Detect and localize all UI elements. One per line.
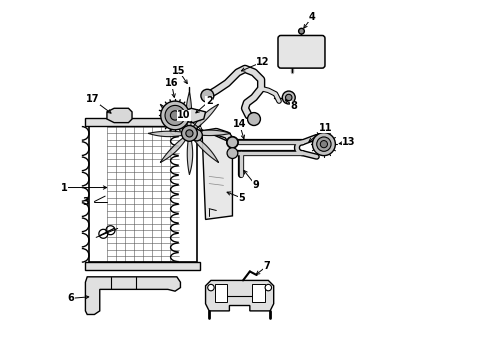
Polygon shape — [160, 138, 186, 163]
Circle shape — [161, 101, 190, 130]
Circle shape — [171, 111, 180, 120]
Polygon shape — [186, 92, 192, 126]
Circle shape — [227, 137, 238, 148]
Text: 8: 8 — [291, 102, 297, 112]
Text: 5: 5 — [238, 193, 245, 203]
Circle shape — [247, 113, 260, 126]
Circle shape — [227, 148, 238, 158]
FancyBboxPatch shape — [85, 262, 200, 270]
Text: 3: 3 — [82, 197, 89, 207]
Polygon shape — [187, 140, 193, 175]
Text: 13: 13 — [342, 138, 356, 147]
Text: 16: 16 — [165, 78, 178, 88]
Text: 10: 10 — [177, 111, 191, 121]
Circle shape — [181, 126, 197, 141]
Polygon shape — [252, 284, 265, 302]
Text: 6: 6 — [68, 293, 74, 303]
Polygon shape — [215, 284, 227, 302]
Polygon shape — [148, 131, 182, 137]
Text: 1: 1 — [61, 183, 67, 193]
Polygon shape — [85, 277, 180, 315]
Circle shape — [286, 94, 292, 101]
Bar — [89, 126, 196, 262]
Text: 17: 17 — [86, 94, 99, 104]
Circle shape — [265, 284, 271, 291]
Circle shape — [165, 105, 185, 126]
Text: 2: 2 — [206, 96, 213, 106]
Circle shape — [208, 284, 214, 291]
Circle shape — [186, 130, 193, 137]
Text: 12: 12 — [256, 57, 270, 67]
Polygon shape — [202, 130, 232, 220]
Circle shape — [227, 136, 238, 148]
Polygon shape — [196, 130, 231, 136]
Circle shape — [201, 89, 214, 102]
FancyBboxPatch shape — [85, 118, 200, 126]
Circle shape — [320, 140, 327, 148]
Polygon shape — [107, 108, 132, 123]
Polygon shape — [194, 137, 219, 163]
Circle shape — [317, 137, 331, 151]
Circle shape — [313, 133, 335, 156]
Text: 14: 14 — [233, 120, 246, 129]
Circle shape — [282, 91, 295, 104]
Circle shape — [298, 28, 304, 34]
Polygon shape — [160, 104, 185, 130]
Polygon shape — [193, 104, 219, 129]
Text: 15: 15 — [172, 66, 185, 76]
Text: 9: 9 — [252, 180, 259, 190]
Text: 11: 11 — [319, 123, 332, 133]
Text: 7: 7 — [264, 261, 270, 271]
Text: 4: 4 — [309, 12, 316, 22]
FancyBboxPatch shape — [278, 36, 325, 68]
Polygon shape — [179, 108, 205, 123]
Circle shape — [191, 130, 202, 141]
Polygon shape — [205, 280, 274, 311]
